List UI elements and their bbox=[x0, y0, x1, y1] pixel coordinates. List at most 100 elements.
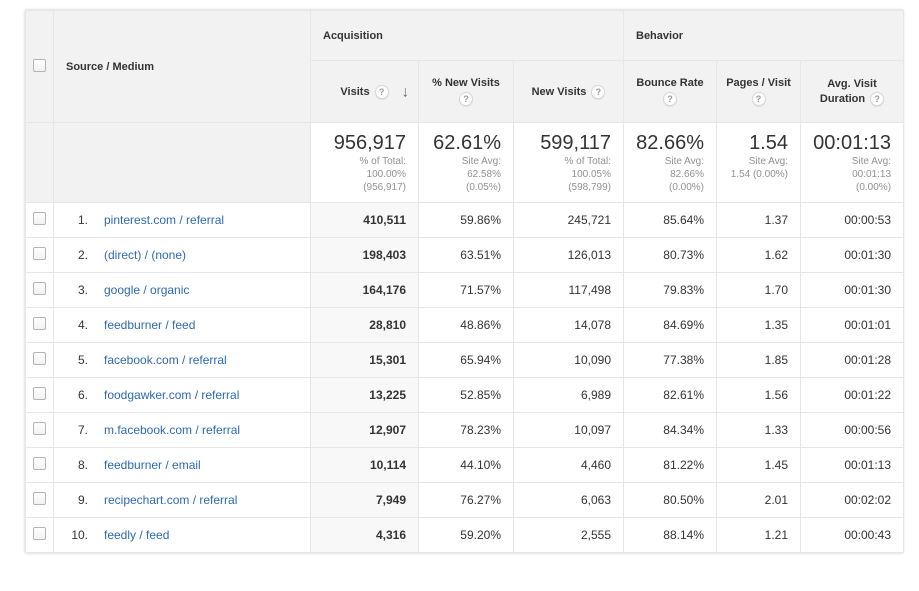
source-medium-link[interactable]: foodgawker.com / referral bbox=[104, 388, 240, 402]
pages-visit-value: 2.01 bbox=[716, 482, 801, 518]
visits-value: 4,316 bbox=[310, 517, 419, 553]
pct-new-visits-value: 63.51% bbox=[418, 237, 514, 273]
group-header-row: Source / Medium Acquisition Behavior bbox=[25, 10, 905, 123]
avg-visit-duration-value: 00:00:43 bbox=[799, 517, 905, 553]
source-medium-link[interactable]: google / organic bbox=[104, 283, 190, 297]
source-medium-link[interactable]: recipechart.com / referral bbox=[104, 493, 238, 507]
table-row: 2. (direct) / (none) 198,403 63.51% 126,0… bbox=[25, 237, 905, 273]
source-medium-link[interactable]: (direct) / (none) bbox=[104, 248, 187, 262]
pct-new-visits-value: 78.23% bbox=[418, 412, 514, 448]
column-header-pages-visit[interactable]: Pages / Visit ? bbox=[716, 60, 801, 123]
summary-bounce-rate: 82.66% Site Avg: 82.66% (0.00%) bbox=[623, 122, 717, 203]
pages-visit-value: 1.56 bbox=[716, 377, 801, 413]
group-header-behavior: Behavior bbox=[622, 10, 905, 61]
row-checkbox[interactable] bbox=[33, 352, 46, 365]
row-checkbox[interactable] bbox=[33, 457, 46, 470]
row-checkbox-cell bbox=[25, 412, 54, 448]
bounce-rate-value: 85.64% bbox=[623, 202, 717, 238]
row-checkbox-cell bbox=[25, 272, 54, 308]
pages-visit-header-label: Pages / Visit bbox=[726, 77, 791, 89]
visits-value: 10,114 bbox=[310, 447, 419, 483]
analytics-table-card: Source / Medium Acquisition Behavior Vis… bbox=[25, 10, 905, 553]
visits-value: 28,810 bbox=[310, 307, 419, 343]
visits-value: 198,403 bbox=[310, 237, 419, 273]
sort-descending-icon: ↓ bbox=[401, 83, 410, 100]
row-checkbox[interactable] bbox=[33, 212, 46, 225]
source-cell: 2. (direct) / (none) bbox=[53, 237, 311, 273]
summary-pages-visit-value: 1.54 bbox=[749, 132, 788, 154]
pct-new-visits-value: 65.94% bbox=[418, 342, 514, 378]
source-medium-link[interactable]: feedly / feed bbox=[104, 528, 170, 542]
source-medium-link[interactable]: feedburner / feed bbox=[104, 318, 196, 332]
column-header-avg-visit-duration[interactable]: Avg. Visit Duration ? bbox=[799, 60, 905, 123]
help-icon[interactable]: ? bbox=[663, 92, 677, 106]
row-index: 8. bbox=[77, 458, 88, 472]
row-checkbox-cell bbox=[25, 517, 54, 553]
row-checkbox-cell bbox=[25, 342, 54, 378]
pages-visit-value: 1.21 bbox=[716, 517, 801, 553]
help-icon[interactable]: ? bbox=[459, 92, 473, 106]
row-checkbox[interactable] bbox=[33, 317, 46, 330]
column-header-source-medium[interactable]: Source / Medium bbox=[53, 10, 311, 123]
bounce-rate-value: 77.38% bbox=[623, 342, 717, 378]
avg-visit-duration-value: 00:01:30 bbox=[799, 237, 905, 273]
row-index: 10. bbox=[71, 528, 88, 542]
source-cell: 5. facebook.com / referral bbox=[53, 342, 311, 378]
summary-bounce-rate-subtext: Site Avg: 82.66% (0.00%) bbox=[664, 156, 704, 193]
visits-value: 12,907 bbox=[310, 412, 419, 448]
help-icon[interactable]: ? bbox=[591, 84, 606, 99]
behavior-group-label: Behavior bbox=[636, 29, 684, 42]
row-index: 5. bbox=[77, 353, 88, 367]
pages-visit-value: 1.37 bbox=[716, 202, 801, 238]
new-visits-value: 10,097 bbox=[513, 412, 624, 448]
summary-source-cell bbox=[53, 122, 311, 203]
row-checkbox[interactable] bbox=[33, 422, 46, 435]
row-index: 2. bbox=[77, 248, 88, 262]
acquisition-group-label: Acquisition bbox=[323, 29, 383, 42]
visits-value: 15,301 bbox=[310, 342, 419, 378]
help-icon[interactable]: ? bbox=[374, 84, 389, 99]
avg-visit-duration-header-label-line1: Avg. Visit bbox=[827, 77, 877, 90]
avg-visit-duration-value: 00:00:56 bbox=[799, 412, 905, 448]
avg-visit-duration-value: 00:00:53 bbox=[799, 202, 905, 238]
table-row: 8. feedburner / email 10,114 44.10% 4,460… bbox=[25, 447, 905, 483]
column-header-pct-new-visits[interactable]: % New Visits ? bbox=[418, 60, 514, 123]
table-body: 956,917 % of Total: 100.00% (956,917) 62… bbox=[25, 122, 905, 553]
source-medium-link[interactable]: feedburner / email bbox=[104, 458, 201, 472]
bounce-rate-value: 80.50% bbox=[623, 482, 717, 518]
pct-new-visits-value: 59.86% bbox=[418, 202, 514, 238]
help-icon[interactable]: ? bbox=[751, 92, 766, 106]
row-checkbox[interactable] bbox=[33, 527, 46, 540]
avg-visit-duration-value: 00:01:01 bbox=[799, 307, 905, 343]
summary-bounce-rate-value: 82.66% bbox=[636, 132, 704, 154]
pct-new-visits-value: 44.10% bbox=[418, 447, 514, 483]
row-index: 1. bbox=[77, 213, 88, 227]
row-checkbox[interactable] bbox=[33, 282, 46, 295]
source-medium-header-label: Source / Medium bbox=[66, 60, 155, 73]
new-visits-header-label: New Visits bbox=[531, 85, 587, 98]
row-checkbox[interactable] bbox=[33, 247, 46, 260]
summary-visits-subtext: % of Total: 100.00% (956,917) bbox=[359, 156, 406, 193]
help-icon[interactable]: ? bbox=[870, 91, 885, 106]
summary-new-visits-value: 599,117 bbox=[540, 132, 611, 154]
source-cell: 7. m.facebook.com / referral bbox=[53, 412, 311, 448]
column-header-bounce-rate[interactable]: Bounce Rate ? bbox=[623, 60, 717, 123]
table-row: 7. m.facebook.com / referral 12,907 78.23… bbox=[25, 412, 905, 448]
bounce-rate-value: 80.73% bbox=[623, 237, 717, 273]
source-medium-link[interactable]: facebook.com / referral bbox=[104, 353, 227, 367]
row-checkbox[interactable] bbox=[33, 492, 46, 505]
visits-value: 7,949 bbox=[310, 482, 419, 518]
column-header-new-visits[interactable]: New Visits ? bbox=[513, 60, 624, 123]
row-checkbox[interactable] bbox=[33, 387, 46, 400]
source-medium-link[interactable]: pinterest.com / referral bbox=[104, 213, 225, 227]
column-header-visits[interactable]: Visits ? ↓ bbox=[310, 60, 419, 123]
row-index: 9. bbox=[77, 493, 88, 507]
summary-visits: 956,917 % of Total: 100.00% (956,917) bbox=[310, 122, 419, 203]
source-medium-table: Source / Medium Acquisition Behavior Vis… bbox=[25, 10, 905, 553]
summary-pct-new-visits: 62.61% Site Avg: 62.58% (0.05%) bbox=[418, 122, 514, 203]
pages-visit-value: 1.33 bbox=[716, 412, 801, 448]
summary-new-visits: 599,117 % of Total: 100.05% (598,799) bbox=[513, 122, 624, 203]
new-visits-value: 126,013 bbox=[513, 237, 624, 273]
select-all-checkbox[interactable] bbox=[33, 58, 46, 72]
source-medium-link[interactable]: m.facebook.com / referral bbox=[104, 423, 241, 437]
